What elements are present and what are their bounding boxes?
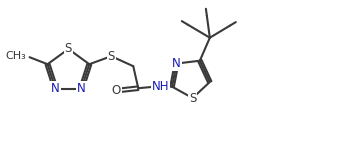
- Text: S: S: [108, 50, 115, 63]
- Text: O: O: [112, 84, 121, 97]
- Text: S: S: [189, 92, 196, 105]
- Text: N: N: [172, 57, 181, 70]
- Text: NH: NH: [152, 80, 169, 93]
- Text: N: N: [51, 82, 60, 95]
- Text: N: N: [77, 82, 86, 95]
- Text: CH₃: CH₃: [6, 51, 27, 61]
- Text: S: S: [65, 42, 72, 55]
